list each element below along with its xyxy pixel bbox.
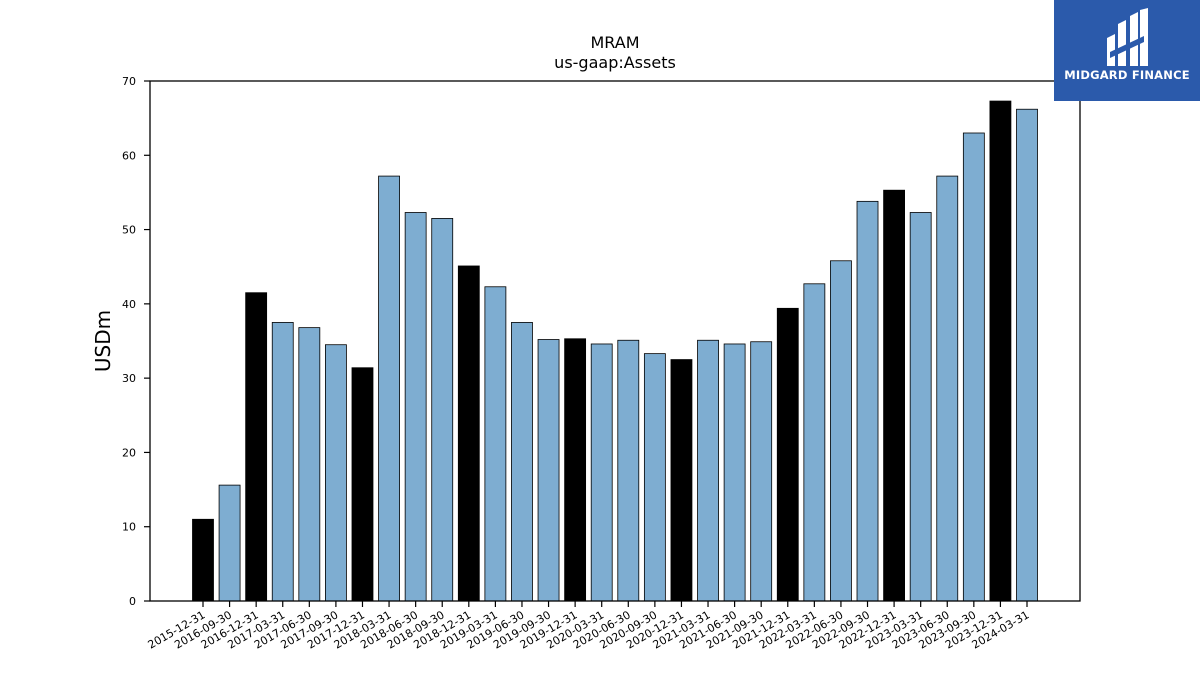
bar <box>909 212 932 602</box>
plot-frame <box>149 80 1081 602</box>
plot-area: 0102030405060702015-12-312016-09-302016-… <box>122 75 1038 652</box>
bar <box>564 338 587 602</box>
bar <box>776 307 799 602</box>
y-tick-label: 50 <box>122 224 136 237</box>
bar <box>351 367 374 602</box>
midgard-finance-logo: MIDGARD FINANCE <box>1054 0 1200 101</box>
bar <box>511 322 533 602</box>
bar <box>271 322 294 602</box>
y-tick-label: 30 <box>122 372 136 385</box>
bar <box>431 218 454 602</box>
bar <box>936 175 959 602</box>
bar <box>378 175 400 602</box>
midgard-logo-icon <box>1107 8 1148 66</box>
logo-text: MIDGARD FINANCE <box>1064 68 1190 82</box>
bar <box>1016 108 1038 602</box>
y-tick-label: 40 <box>122 298 136 311</box>
chart-subtitle: us-gaap:Assets <box>554 53 676 72</box>
bar <box>803 283 826 602</box>
y-axis-label: USDm <box>91 310 115 372</box>
bar <box>670 359 693 602</box>
y-tick-label: 0 <box>129 595 136 608</box>
bar <box>325 344 347 602</box>
chart-title: MRAM <box>590 33 639 52</box>
bar <box>856 200 879 602</box>
bar <box>750 341 773 602</box>
bar <box>617 339 640 602</box>
bar <box>298 327 321 602</box>
bar <box>537 339 560 602</box>
bar <box>484 286 507 602</box>
bar <box>643 353 666 602</box>
y-tick-label: 10 <box>122 521 136 534</box>
bar <box>989 100 1012 602</box>
bar <box>590 343 613 602</box>
bar <box>697 339 719 602</box>
bar <box>830 260 852 602</box>
bar <box>883 189 905 602</box>
y-tick-label: 60 <box>122 149 136 162</box>
y-tick-label: 20 <box>122 446 136 459</box>
bar <box>245 292 268 602</box>
bar <box>192 518 214 602</box>
y-tick-label: 70 <box>122 75 136 88</box>
bar <box>404 212 427 602</box>
bar <box>218 484 241 602</box>
bar <box>962 132 985 602</box>
bar <box>723 343 746 602</box>
bar <box>457 265 480 602</box>
